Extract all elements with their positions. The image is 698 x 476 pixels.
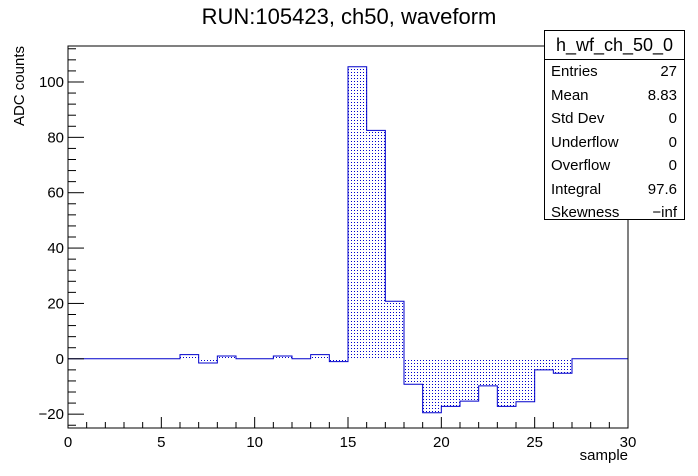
y-tick-label: −20 [39,406,64,423]
histogram-bar [273,356,292,359]
stats-label: Skewness [551,204,620,221]
histogram-bar [516,358,535,402]
y-axis: −20 0 20 40 60 80 100 [39,48,84,426]
histogram-bar [553,358,572,374]
y-axis-label: ADC counts [11,46,28,126]
x-tick-label: 10 [246,434,263,451]
stats-row-integral: Integral 97.6 [545,178,684,202]
histogram-bar [497,358,516,407]
stats-value: 27 [660,63,677,80]
histogram-bar [366,130,386,359]
stats-row-skewness: Skewness −inf [545,201,684,225]
x-tick-label: 15 [340,434,357,451]
histogram-bar [441,358,460,407]
y-tick-label: 20 [47,295,64,312]
histogram-outline [68,66,628,414]
histogram-bar [348,66,367,359]
histogram-bar [534,358,554,370]
histogram-bar [329,358,348,362]
x-axis: 0 5 10 15 20 25 30 [64,417,637,451]
histogram-bar [460,358,479,402]
x-tick-label: 30 [620,434,637,451]
x-tick-label: 25 [526,434,543,451]
y-tick-label: 40 [47,240,64,257]
histogram-bar [198,358,218,363]
y-tick-label: 80 [47,129,64,146]
histogram-bar [385,301,404,359]
stats-label: Overflow [551,157,611,174]
histogram-bins [180,66,572,413]
stats-value: 0 [668,157,677,174]
stats-row-underflow: Underflow 0 [545,131,684,155]
stats-value: 0 [668,133,677,151]
stats-label: Underflow [551,133,619,151]
stats-value: 8.83 [647,86,677,104]
stats-value: −inf [652,204,677,221]
x-tick-label: 20 [433,434,450,451]
stats-label: Entries [551,63,598,80]
y-tick-label: 60 [47,185,64,202]
stats-value: 97.6 [647,180,677,198]
stats-row-stddev: Std Dev 0 [545,107,684,131]
chart-title: RUN:105423, ch50, waveform [201,4,497,29]
stats-value: 0 [668,110,677,127]
y-tick-label: 100 [39,74,64,91]
x-tick-label: 5 [157,434,165,451]
histogram-bar [478,358,498,386]
stats-label: Mean [551,86,589,104]
stats-box: h_wf_ch_50_0 Entries 27 Mean 8.83 Std De… [544,30,685,221]
stats-row-mean: Mean 8.83 [545,84,684,108]
y-tick-label: 0 [56,351,64,368]
histogram-bar [310,354,330,359]
stats-label: Integral [551,180,602,198]
x-axis-label: sample [580,447,628,464]
histogram-bar [180,354,199,359]
x-tick-label: 0 [64,434,72,451]
stats-row-entries: Entries 27 [545,60,684,84]
histogram-bar [422,358,442,413]
stats-row-overflow: Overflow 0 [545,154,684,178]
stats-histogram-name: h_wf_ch_50_0 [545,31,684,60]
stats-label: Std Dev [551,110,605,127]
histogram-bar [404,358,423,385]
histogram-bar [217,356,236,359]
